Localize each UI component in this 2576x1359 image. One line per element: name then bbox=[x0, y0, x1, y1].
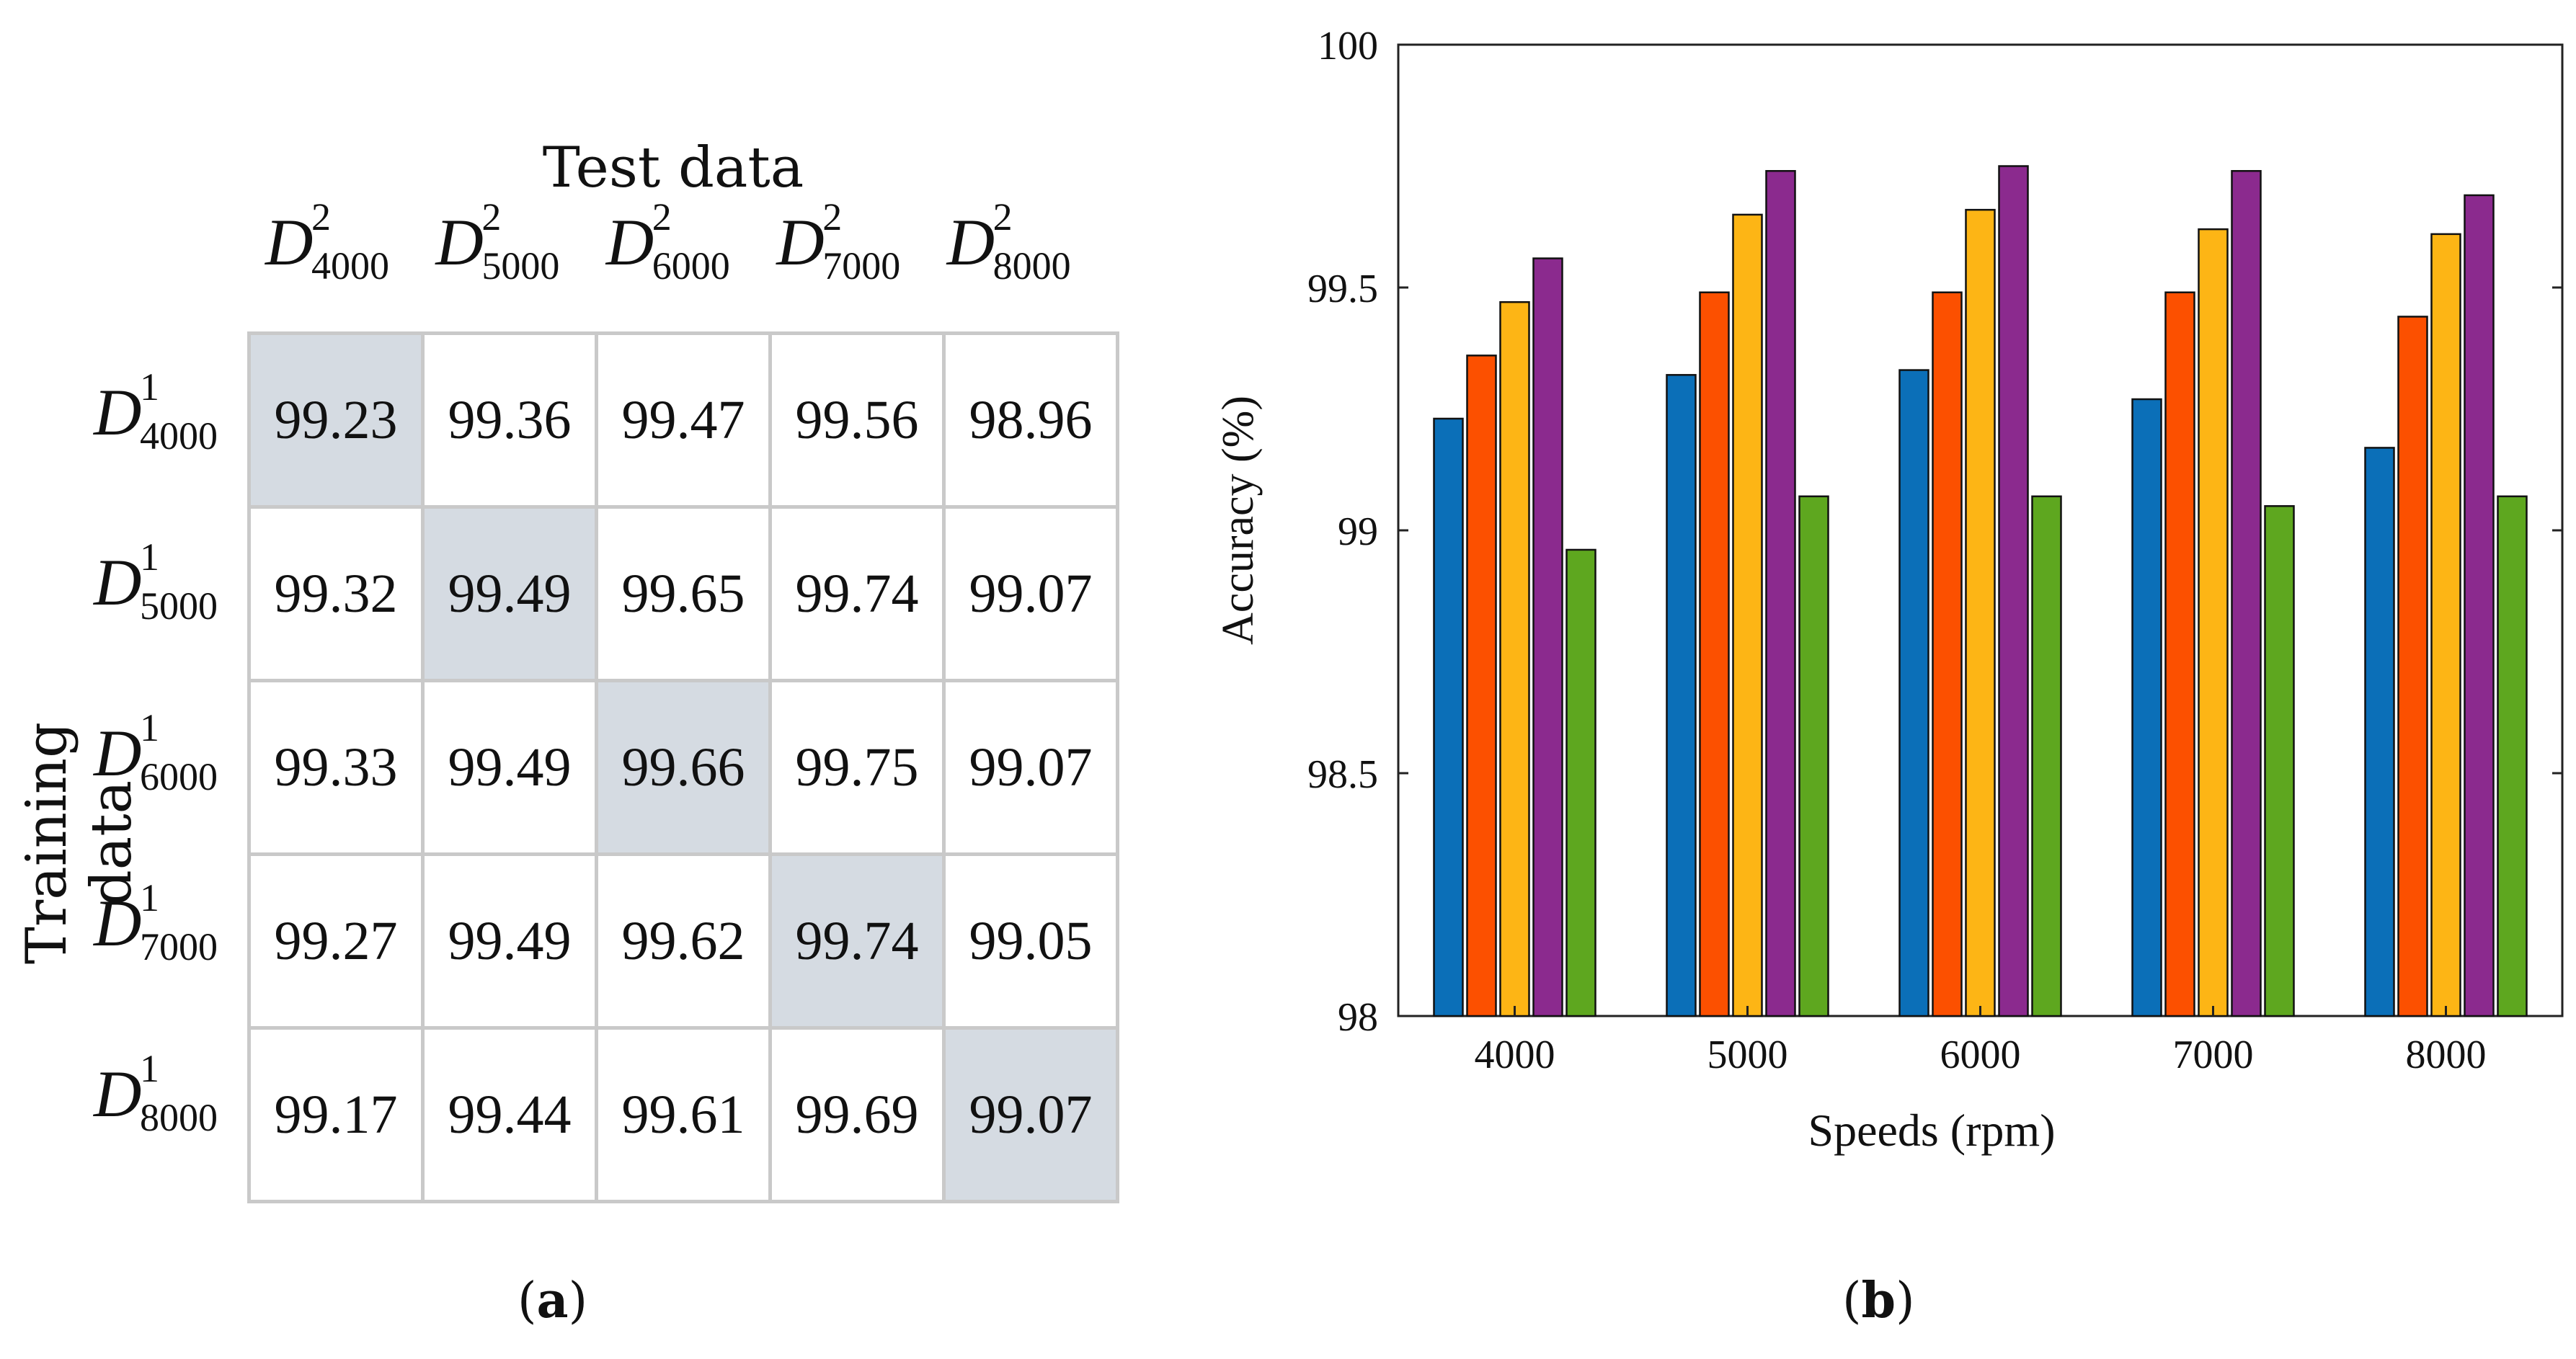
table-row: 99.17 99.44 99.61 99.69 99.07 bbox=[247, 1026, 1119, 1203]
row-header-symbol: D 1 7000 bbox=[94, 876, 218, 969]
table-row: 99.32 99.49 99.65 99.74 99.07 bbox=[247, 505, 1119, 682]
table-cell-diagonal: 99.07 bbox=[942, 1026, 1119, 1203]
bar bbox=[1466, 355, 1497, 1017]
table-cell: 99.74 bbox=[768, 505, 946, 682]
accuracy-table-panel: Test data Training data D 2 4000 D 2 5000 D 2 60… bbox=[0, 0, 1168, 1359]
accuracy-bar-chart: 98 98.5 99 99.5 100 4000 5000 6000 7000 8000 Accu… bbox=[1214, 24, 2564, 1156]
bar bbox=[2198, 228, 2229, 1017]
bar bbox=[1932, 291, 1963, 1017]
row-header-symbol: D 1 4000 bbox=[94, 365, 218, 458]
bar bbox=[1998, 165, 2029, 1017]
column-header-symbol: D 2 5000 bbox=[435, 195, 560, 288]
panel-label-b: (b) bbox=[1842, 1272, 1915, 1329]
table-cell: 99.33 bbox=[247, 679, 425, 856]
table-cell: 99.27 bbox=[247, 852, 425, 1030]
table-cell: 98.96 bbox=[942, 331, 1119, 509]
accuracy-matrix: 99.23 99.36 99.47 99.56 98.96 99.32 99.49 99.65… bbox=[247, 331, 1119, 1203]
table-cell-diagonal: 99.74 bbox=[768, 852, 946, 1030]
table-cell: 99.69 bbox=[768, 1026, 946, 1203]
bar bbox=[1565, 548, 1596, 1017]
table-cell: 99.75 bbox=[768, 679, 946, 856]
table-cell: 99.47 bbox=[595, 331, 772, 509]
bar bbox=[2164, 291, 2195, 1017]
table-cell: 99.65 bbox=[595, 505, 772, 682]
row-header-symbol: D 1 5000 bbox=[94, 535, 218, 628]
y-tick-label: 98 bbox=[1338, 995, 1378, 1040]
bar bbox=[2031, 495, 2062, 1017]
table-row: 99.23 99.36 99.47 99.56 98.96 bbox=[247, 331, 1119, 509]
bar bbox=[2264, 505, 2295, 1017]
y-tick-label: 99 bbox=[1338, 509, 1378, 554]
y-axis-label: Accuracy (%) bbox=[1214, 396, 1263, 645]
column-header-symbol: D 2 7000 bbox=[776, 195, 901, 288]
bar bbox=[2364, 447, 2395, 1017]
table-cell: 99.44 bbox=[421, 1026, 598, 1203]
table-cell: 99.49 bbox=[421, 679, 598, 856]
table-cell-diagonal: 99.49 bbox=[421, 505, 598, 682]
panel-label-a: (a) bbox=[518, 1272, 588, 1329]
x-tick-label: 7000 bbox=[2173, 1033, 2254, 1077]
table-row: 99.33 99.49 99.66 99.75 99.07 bbox=[247, 679, 1119, 856]
column-header-symbol: D 2 4000 bbox=[265, 195, 389, 288]
table-cell: 99.61 bbox=[595, 1026, 772, 1203]
column-header-symbol: D 2 8000 bbox=[946, 195, 1071, 288]
bar bbox=[1699, 291, 1730, 1017]
x-tick-label: 5000 bbox=[1707, 1033, 1788, 1077]
bar bbox=[1499, 300, 1530, 1017]
bar bbox=[2231, 169, 2262, 1017]
x-tick-label: 4000 bbox=[1475, 1033, 1555, 1077]
table-cell: 99.07 bbox=[942, 505, 1119, 682]
bar bbox=[2464, 194, 2495, 1017]
bar bbox=[2397, 316, 2428, 1017]
bar bbox=[2430, 233, 2461, 1017]
bar bbox=[1965, 208, 1996, 1017]
bar bbox=[1666, 374, 1697, 1017]
column-header-symbol: D 2 6000 bbox=[605, 195, 730, 288]
table-cell: 99.32 bbox=[247, 505, 425, 682]
bar bbox=[1532, 257, 1563, 1017]
table-cell: 99.36 bbox=[421, 331, 598, 509]
bar bbox=[1765, 169, 1796, 1017]
test-data-title: Test data bbox=[542, 135, 804, 200]
y-tick-label: 100 bbox=[1318, 24, 1378, 68]
row-header-symbol: D 1 8000 bbox=[94, 1046, 218, 1139]
bar bbox=[1433, 417, 1464, 1017]
x-tick-label: 8000 bbox=[2406, 1033, 2487, 1077]
x-axis-label: Speeds (rpm) bbox=[1808, 1105, 2055, 1156]
row-header-symbol: D 1 6000 bbox=[94, 705, 218, 798]
y-tick-label: 99.5 bbox=[1307, 267, 1378, 311]
x-tick-label: 6000 bbox=[1940, 1033, 2021, 1077]
table-cell-diagonal: 99.66 bbox=[595, 679, 772, 856]
table-cell: 99.49 bbox=[421, 852, 598, 1030]
table-cell: 99.62 bbox=[595, 852, 772, 1030]
table-cell: 99.05 bbox=[942, 852, 1119, 1030]
bar bbox=[2131, 398, 2162, 1017]
table-cell: 99.17 bbox=[247, 1026, 425, 1203]
bar bbox=[1898, 369, 1929, 1017]
table-row: 99.27 99.49 99.62 99.74 99.05 bbox=[247, 852, 1119, 1030]
y-tick-label: 98.5 bbox=[1307, 752, 1378, 797]
table-cell: 99.56 bbox=[768, 331, 946, 509]
table-cell-diagonal: 99.23 bbox=[247, 331, 425, 509]
bar bbox=[1798, 495, 1829, 1017]
bar bbox=[1732, 213, 1763, 1017]
table-cell: 99.07 bbox=[942, 679, 1119, 856]
bar bbox=[2497, 495, 2528, 1017]
